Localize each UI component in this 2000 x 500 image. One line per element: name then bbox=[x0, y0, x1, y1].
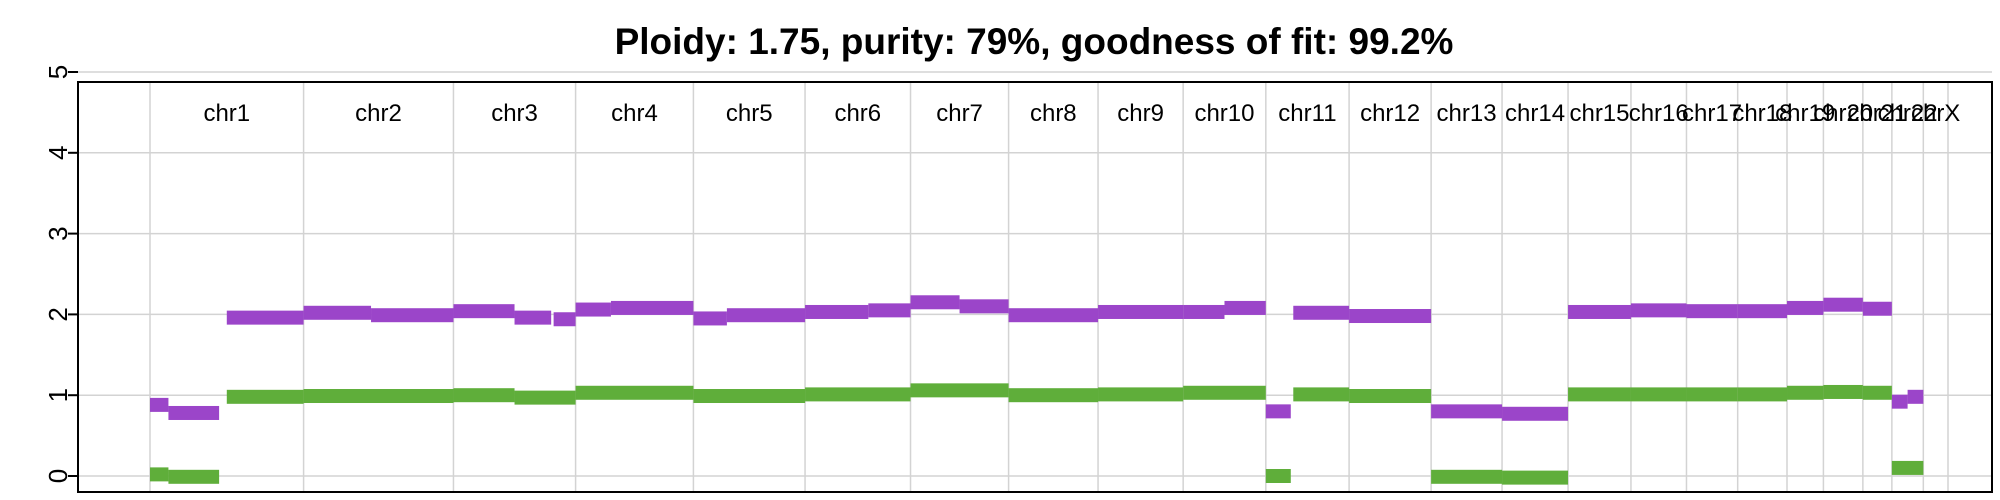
total_copy_number-segment-chr14-24 bbox=[1502, 406, 1569, 421]
chr-label-chr13: chr13 bbox=[1437, 100, 1497, 127]
total_copy_number-segment-chr4-8 bbox=[575, 302, 611, 317]
minor_allele-segment-chr15-18 bbox=[1568, 387, 1631, 402]
total_copy_number-segment-chr18-28 bbox=[1737, 304, 1788, 319]
minor_allele-segment-chr11-14 bbox=[1293, 387, 1350, 402]
total_copy_number-segment-chr10-18 bbox=[1183, 304, 1225, 319]
chromosome-labels: chr1 chr2 chr3 chr4 chr5 chr6 chr7 chr8 chr9 chr1… bbox=[203, 100, 1960, 127]
total_copy_number-segment-chr10-19 bbox=[1224, 300, 1266, 315]
minor_allele-segment-chr17-20 bbox=[1686, 387, 1738, 402]
grid bbox=[78, 71, 1992, 492]
chr-label-chrX: chrX bbox=[1911, 100, 1960, 127]
chr-label-chr9: chr9 bbox=[1117, 100, 1164, 127]
data-series bbox=[150, 295, 1924, 485]
minor_allele-segment-chr19-22 bbox=[1787, 385, 1824, 400]
total_copy_number-segment-chr3-7 bbox=[553, 312, 576, 327]
chr-label-chr18: chr18 bbox=[1732, 100, 1792, 127]
y-tick-label-2: 2 bbox=[43, 307, 73, 321]
total_copy_number-segment-chr21-31 bbox=[1862, 301, 1892, 316]
minor_allele-segment-chr10-12 bbox=[1183, 385, 1266, 400]
chr-label-chr7: chr7 bbox=[936, 100, 983, 127]
minor_allele-segment-chr20-23 bbox=[1823, 384, 1863, 399]
minor_allele-segment-chr4-6 bbox=[575, 385, 694, 400]
y-axis: 0 1 2 3 4 5 bbox=[43, 65, 78, 483]
minor_allele-segment-chr22-25 bbox=[1891, 460, 1924, 475]
chr-label-chr10: chr10 bbox=[1194, 100, 1254, 127]
minor_allele-segment-chr12-15 bbox=[1349, 389, 1432, 404]
minor_allele-segment-chr16-19 bbox=[1630, 387, 1687, 402]
minor_allele-segment-chr18-21 bbox=[1737, 387, 1788, 402]
total_copy_number-segment-chr7-14 bbox=[910, 295, 960, 310]
minor_allele-segment-chr14-17 bbox=[1502, 470, 1569, 485]
total_copy_number-segment-chr13-23 bbox=[1431, 404, 1503, 419]
total_copy_number-segment-chr2-4 bbox=[371, 308, 454, 323]
chr-label-chr22: chr22 bbox=[1878, 100, 1938, 127]
chr-label-chr5: chr5 bbox=[726, 100, 773, 127]
minor_allele-segment-chr13-16 bbox=[1431, 469, 1503, 484]
total_copy_number-segment-chr7-15 bbox=[959, 299, 1009, 314]
minor_allele-segment-chr3-4 bbox=[453, 388, 515, 403]
chr-label-chr19: chr19 bbox=[1775, 100, 1835, 127]
total_copy_number-segment-chr3-6 bbox=[514, 310, 552, 325]
total_copy_number-segment-chr16-26 bbox=[1630, 303, 1687, 318]
chr-label-chr4: chr4 bbox=[611, 100, 658, 127]
minor_allele-segment-chr3-5 bbox=[514, 390, 576, 405]
chr-label-chr8: chr8 bbox=[1030, 100, 1077, 127]
total_copy_number-segment-chr22-33 bbox=[1907, 389, 1924, 404]
chr-label-chr21: chr21 bbox=[1847, 100, 1907, 127]
minor_allele-segment-chr1-2 bbox=[226, 389, 304, 404]
plot-frame bbox=[77, 81, 1993, 493]
minor_allele-segment-chr9-11 bbox=[1098, 387, 1184, 402]
total_copy_number-segment-chr1-2 bbox=[226, 310, 304, 325]
minor_allele-segment-chr11-13 bbox=[1265, 469, 1291, 483]
chr-label-chr17: chr17 bbox=[1682, 100, 1742, 127]
total_copy_number-segment-chr20-30 bbox=[1823, 297, 1863, 312]
minor_allele-segment-chr1-1 bbox=[168, 469, 220, 484]
minor_allele-segment-chr2-3 bbox=[303, 389, 454, 404]
total_copy_number-segment-chr12-22 bbox=[1349, 309, 1432, 324]
chr-label-chr2: chr2 bbox=[355, 100, 402, 127]
minor_allele-segment-chr8-10 bbox=[1008, 388, 1099, 403]
total_copy_number-segment-chr11-20 bbox=[1265, 404, 1291, 419]
minor_allele-segment-chr21-24 bbox=[1862, 385, 1892, 400]
chr-label-chr6: chr6 bbox=[834, 100, 881, 127]
total_copy_number-segment-chr17-27 bbox=[1686, 304, 1738, 319]
total_copy_number-segment-chr4-9 bbox=[610, 300, 694, 315]
total_copy_number-segment-chr9-17 bbox=[1098, 304, 1184, 319]
minor_allele-segment-chr1-0 bbox=[150, 467, 169, 482]
chr-label-chr15: chr15 bbox=[1569, 100, 1629, 127]
total_copy_number-segment-chr8-16 bbox=[1008, 308, 1099, 323]
y-tick-label-4: 4 bbox=[43, 146, 73, 160]
total_copy_number-segment-chr6-12 bbox=[805, 304, 869, 319]
chr-label-chr14: chr14 bbox=[1505, 100, 1565, 127]
total_copy_number-segment-chr1-0 bbox=[150, 397, 169, 412]
chr-label-chr16: chr16 bbox=[1629, 100, 1689, 127]
chr-label-chr11: chr11 bbox=[1278, 100, 1336, 127]
total_copy_number-segment-chr11-21 bbox=[1293, 305, 1350, 320]
total_copy_number-segment-chr3-5 bbox=[453, 304, 515, 319]
total_copy_number-segment-chr15-25 bbox=[1568, 304, 1631, 319]
total_copy_number-segment-chr1-1 bbox=[168, 405, 220, 420]
total_copy_number-segment-chr6-13 bbox=[868, 303, 911, 318]
y-tick-label-1: 1 bbox=[43, 388, 73, 402]
chart-title: Ploidy: 1.75, purity: 79%, goodness of f… bbox=[615, 21, 1454, 62]
y-tick-label-3: 3 bbox=[43, 226, 73, 240]
minor_allele-segment-chr6-8 bbox=[805, 387, 911, 402]
total_copy_number-segment-chr22-32 bbox=[1891, 394, 1908, 409]
minor_allele-segment-chr7-9 bbox=[910, 383, 1009, 398]
total_copy_number-segment-chr2-3 bbox=[303, 305, 372, 320]
chr-label-chr12: chr12 bbox=[1360, 100, 1420, 127]
total_copy_number-segment-chr5-11 bbox=[726, 308, 806, 323]
chr-label-chr20: chr20 bbox=[1813, 100, 1873, 127]
total_copy_number-segment-chr5-10 bbox=[693, 311, 727, 326]
chr-label-chr1: chr1 bbox=[203, 100, 250, 127]
minor_allele-segment-chr5-7 bbox=[693, 389, 806, 404]
y-tick-label-0: 0 bbox=[43, 469, 73, 483]
total_copy_number-segment-chr19-29 bbox=[1787, 300, 1824, 315]
chr-label-chr3: chr3 bbox=[491, 100, 538, 127]
y-tick-label-5: 5 bbox=[43, 65, 73, 79]
